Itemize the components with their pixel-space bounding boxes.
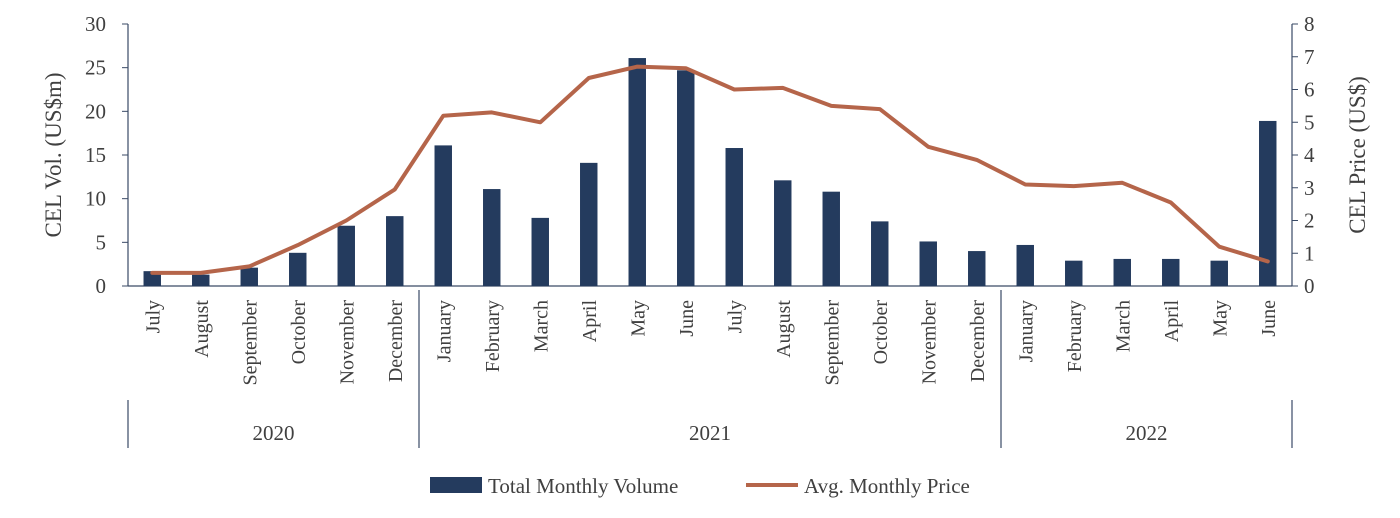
x-tick-label: March	[530, 300, 552, 352]
volume-bar	[628, 58, 646, 287]
volume-bar	[1162, 258, 1180, 286]
volume-bar	[822, 191, 840, 286]
y-left-axis-title: CEL Vol. (US$m)	[41, 72, 66, 237]
year-label: 2022	[1126, 421, 1168, 445]
x-tick-label: October	[870, 300, 892, 365]
x-tick-label: February	[1064, 300, 1086, 372]
volume-bar	[677, 70, 695, 286]
legend-swatch-volume	[430, 477, 482, 493]
volume-bar	[1210, 260, 1228, 286]
price-line	[150, 64, 1270, 275]
volume-bar	[531, 217, 549, 286]
axes	[122, 23, 1298, 448]
x-tick-label: September	[239, 300, 261, 386]
year-label: 2020	[253, 421, 295, 445]
bar-series	[143, 58, 1277, 287]
x-tick-label: May	[1209, 300, 1231, 337]
legend: Total Monthly Volume Avg. Monthly Price	[430, 474, 970, 498]
volume-bar	[580, 162, 598, 286]
volume-bar	[192, 274, 210, 286]
y-left-tick-label: 0	[96, 274, 107, 298]
x-tick-label: June	[1258, 300, 1280, 337]
y-right-tick-label: 0	[1304, 274, 1315, 298]
legend-label-price: Avg. Monthly Price	[804, 474, 970, 498]
y-right-tick-label: 8	[1304, 12, 1315, 36]
volume-bar	[725, 148, 743, 286]
volume-bar	[1016, 244, 1034, 286]
y-right-tick-label: 3	[1304, 176, 1315, 200]
volume-bar	[337, 225, 355, 286]
x-tick-label: June	[676, 300, 698, 337]
x-tick-label: November	[918, 300, 940, 385]
volume-bar	[240, 267, 258, 286]
volume-bar	[774, 180, 792, 286]
axis-labels: 0 5 10 15 20 25 30 0 1 2 3 4 5 6 7 8 CEL Vol. (US$m) CEL …	[41, 12, 1370, 445]
y-right-tick-label: 6	[1304, 78, 1315, 102]
volume-bar	[968, 251, 986, 286]
x-tick-label: May	[627, 300, 649, 337]
x-tick-label: March	[1112, 300, 1134, 352]
volume-bar	[386, 216, 404, 286]
y-right-tick-label: 4	[1304, 143, 1315, 167]
y-right-tick-label: 2	[1304, 209, 1315, 233]
x-tick-label: January	[433, 300, 455, 362]
line-series	[150, 64, 1270, 275]
x-tick-label: January	[1015, 300, 1037, 362]
y-right-tick-label: 7	[1304, 45, 1315, 69]
volume-bar	[483, 189, 501, 286]
x-tick-label: August	[773, 300, 795, 358]
x-tick-label: November	[336, 300, 358, 385]
x-tick-label: July	[142, 300, 164, 333]
y-left-tick-label: 15	[85, 143, 106, 167]
legend-label-volume: Total Monthly Volume	[488, 474, 678, 498]
volume-bar	[1113, 258, 1131, 286]
volume-bar	[1065, 260, 1083, 286]
x-tick-label: September	[821, 300, 843, 386]
volume-bar	[1259, 120, 1277, 286]
x-tick-label: December	[967, 300, 989, 383]
y-right-tick-label: 1	[1304, 241, 1315, 265]
year-label: 2021	[689, 421, 731, 445]
volume-bar	[434, 145, 452, 286]
x-tick-label: April	[1161, 300, 1183, 343]
y-left-tick-label: 10	[85, 187, 106, 211]
y-right-tick-label: 5	[1304, 110, 1315, 134]
volume-bar	[919, 241, 937, 286]
volume-bar	[871, 221, 889, 286]
x-tick-label: February	[482, 300, 504, 372]
x-tick-label: April	[579, 300, 601, 343]
x-tick-label: October	[288, 300, 310, 365]
x-tick-label: December	[385, 300, 407, 383]
y-left-tick-label: 25	[85, 56, 106, 80]
y-left-tick-label: 5	[96, 230, 107, 254]
x-tick-label: July	[724, 300, 746, 333]
volume-bar	[289, 252, 307, 286]
x-tick-label: August	[191, 300, 213, 358]
y-right-axis-title: CEL Price (US$)	[1345, 76, 1370, 234]
y-left-tick-label: 20	[85, 99, 106, 123]
y-left-tick-label: 30	[85, 12, 106, 36]
